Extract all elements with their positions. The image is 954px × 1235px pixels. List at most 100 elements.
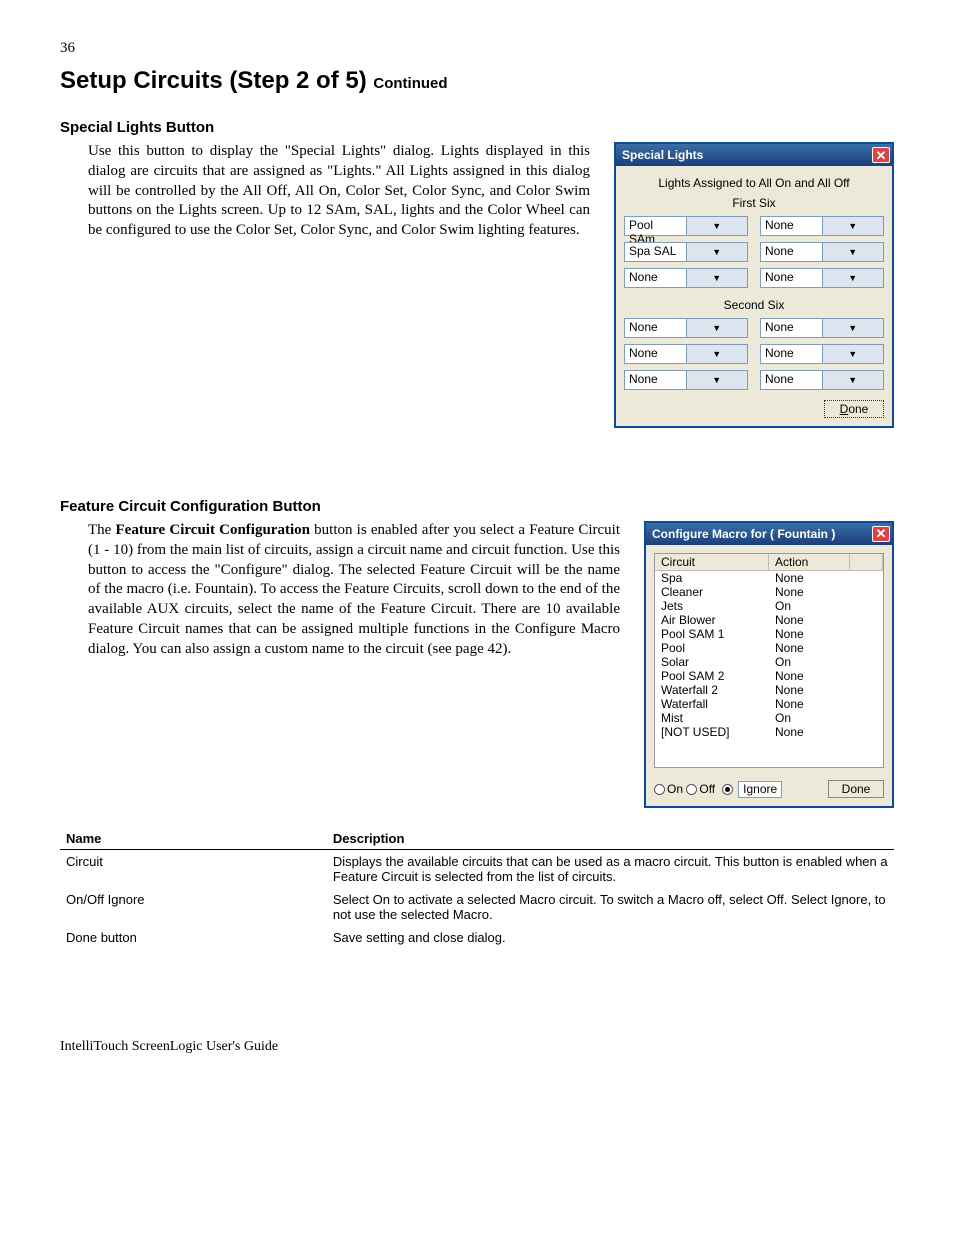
second-six-grid: None▼None▼None▼None▼None▼None▼ xyxy=(624,318,884,390)
combo-box[interactable]: None▼ xyxy=(624,370,748,390)
radio-off[interactable] xyxy=(686,784,697,795)
dialog-title: Special Lights xyxy=(622,148,703,162)
combo-box[interactable]: None▼ xyxy=(760,370,884,390)
col-action: Action xyxy=(769,554,850,571)
cell-circuit: Pool SAM 1 xyxy=(655,627,769,641)
combo-box[interactable]: Spa SAL▼ xyxy=(624,242,748,262)
done-button[interactable]: Done xyxy=(824,400,884,418)
chevron-down-icon[interactable]: ▼ xyxy=(822,371,884,389)
close-icon[interactable]: ✕ xyxy=(872,526,890,542)
table-row: On/Off IgnoreSelect On to activate a sel… xyxy=(60,888,894,926)
cell-action: None xyxy=(769,683,850,697)
cell-action: None xyxy=(769,613,850,627)
combo-value: None xyxy=(761,243,822,261)
combo-value: None xyxy=(625,269,686,287)
cell-name: On/Off Ignore xyxy=(60,888,327,926)
section-feature-circuit-heading: Feature Circuit Configuration Button xyxy=(60,498,894,515)
cell-desc: Save setting and close dialog. xyxy=(327,926,894,949)
title-continued: Continued xyxy=(373,75,447,92)
second-six-label: Second Six xyxy=(624,298,884,312)
footer-text: IntelliTouch ScreenLogic User's Guide xyxy=(60,1039,894,1055)
cell-circuit: Solar xyxy=(655,655,769,669)
combo-value: None xyxy=(761,345,822,363)
table-row[interactable]: Air BlowerNone xyxy=(655,613,883,627)
chevron-down-icon[interactable]: ▼ xyxy=(686,371,748,389)
cell-name: Done button xyxy=(60,926,327,949)
table-row[interactable]: WaterfallNone xyxy=(655,697,883,711)
combo-box[interactable]: None▼ xyxy=(624,344,748,364)
first-six-label: First Six xyxy=(624,196,884,210)
cell-circuit: Jets xyxy=(655,599,769,613)
description-table: Name Description CircuitDisplays the ava… xyxy=(60,828,894,949)
col-circuit: Circuit xyxy=(655,554,769,571)
chevron-down-icon[interactable]: ▼ xyxy=(686,319,748,337)
cell-circuit: Waterfall xyxy=(655,697,769,711)
cell-action: None xyxy=(769,627,850,641)
table-row[interactable]: JetsOn xyxy=(655,599,883,613)
table-row[interactable]: SolarOn xyxy=(655,655,883,669)
table-row[interactable]: Pool SAM 2None xyxy=(655,669,883,683)
chevron-down-icon[interactable]: ▼ xyxy=(822,217,884,235)
table-row[interactable]: MistOn xyxy=(655,711,883,725)
combo-value: None xyxy=(761,371,822,389)
radio-group: On Off Ignore xyxy=(654,781,782,798)
cell-action: None xyxy=(769,669,850,683)
table-row: CircuitDisplays the available circuits t… xyxy=(60,850,894,889)
cell-circuit: Pool SAM 2 xyxy=(655,669,769,683)
title-main: Setup Circuits (Step 2 of 5) xyxy=(60,67,373,94)
table-row[interactable]: SpaNone xyxy=(655,571,883,585)
para-before: The xyxy=(88,522,116,538)
combo-value: None xyxy=(625,319,686,337)
combo-value: Pool SAm xyxy=(625,217,686,235)
cell-circuit: Spa xyxy=(655,571,769,585)
radio-ignore[interactable] xyxy=(722,784,733,795)
done-button[interactable]: Done xyxy=(828,780,884,798)
combo-box[interactable]: None▼ xyxy=(760,216,884,236)
close-icon[interactable]: ✕ xyxy=(872,147,890,163)
chevron-down-icon[interactable]: ▼ xyxy=(686,269,748,287)
radio-on[interactable] xyxy=(654,784,665,795)
cell-circuit: Cleaner xyxy=(655,585,769,599)
table-row[interactable]: Pool SAM 1None xyxy=(655,627,883,641)
table-row[interactable]: CleanerNone xyxy=(655,585,883,599)
combo-box[interactable]: None▼ xyxy=(760,268,884,288)
combo-box[interactable]: None▼ xyxy=(624,268,748,288)
chevron-down-icon[interactable]: ▼ xyxy=(822,243,884,261)
table-row: Done buttonSave setting and close dialog… xyxy=(60,926,894,949)
ignore-input[interactable]: Ignore xyxy=(738,781,782,798)
chevron-down-icon[interactable]: ▼ xyxy=(822,345,884,363)
page-number: 36 xyxy=(60,40,894,57)
configure-macro-dialog: Configure Macro for ( Fountain ) ✕ Circu… xyxy=(644,521,894,808)
cell-circuit: Waterfall 2 xyxy=(655,683,769,697)
cell-circuit: Pool xyxy=(655,641,769,655)
page-title: Setup Circuits (Step 2 of 5) Continued xyxy=(60,67,894,95)
combo-value: None xyxy=(625,345,686,363)
combo-box[interactable]: None▼ xyxy=(760,318,884,338)
cell-desc: Select On to activate a selected Macro c… xyxy=(327,888,894,926)
chevron-down-icon[interactable]: ▼ xyxy=(686,217,748,235)
cell-action: None xyxy=(769,571,850,585)
cell-name: Circuit xyxy=(60,850,327,889)
combo-box[interactable]: None▼ xyxy=(760,344,884,364)
col-description: Description xyxy=(327,828,894,850)
cell-action: On xyxy=(769,599,850,613)
cell-circuit: [NOT USED] xyxy=(655,725,769,739)
col-spacer xyxy=(850,554,883,571)
cell-action: On xyxy=(769,655,850,669)
special-lights-dialog: Special Lights ✕ Lights Assigned to All … xyxy=(614,142,894,428)
combo-value: None xyxy=(761,319,822,337)
table-row[interactable]: PoolNone xyxy=(655,641,883,655)
first-six-grid: Pool SAm▼None▼Spa SAL▼None▼None▼None▼ xyxy=(624,216,884,288)
combo-value: None xyxy=(625,371,686,389)
table-row[interactable]: [NOT USED]None xyxy=(655,725,883,739)
table-row[interactable]: Waterfall 2None xyxy=(655,683,883,697)
chevron-down-icon[interactable]: ▼ xyxy=(686,243,748,261)
chevron-down-icon[interactable]: ▼ xyxy=(822,319,884,337)
combo-box[interactable]: Pool SAm▼ xyxy=(624,216,748,236)
chevron-down-icon[interactable]: ▼ xyxy=(822,269,884,287)
chevron-down-icon[interactable]: ▼ xyxy=(686,345,748,363)
combo-value: Spa SAL xyxy=(625,243,686,261)
cell-action: None xyxy=(769,641,850,655)
combo-box[interactable]: None▼ xyxy=(624,318,748,338)
combo-box[interactable]: None▼ xyxy=(760,242,884,262)
